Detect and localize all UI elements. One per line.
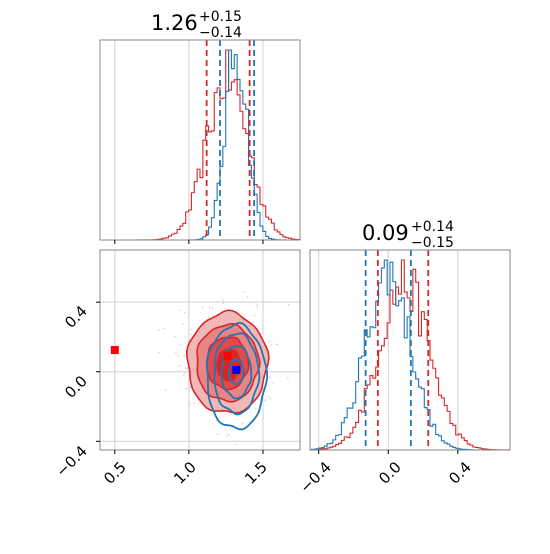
sample-point: [241, 422, 244, 425]
sample-point: [253, 314, 256, 316]
joint-ytick-labels: 0.4 0.0 −0.4: [52, 302, 90, 480]
blue-contour-mid: [213, 332, 261, 416]
sample-point: [177, 355, 179, 357]
joint-ytick-label: 0.4: [61, 302, 91, 332]
sample-point: [243, 455, 245, 457]
blue-contour-core: [228, 358, 245, 385]
marginal-1-title-value: 1.26: [151, 11, 198, 35]
sample-point: [287, 303, 290, 306]
joint-ytick-label: 0.0: [61, 372, 91, 402]
sample-point: [182, 322, 184, 325]
sample-point: [183, 372, 186, 375]
sample-point: [185, 388, 188, 390]
marginal-2-xtick-label: 0.4: [445, 458, 475, 488]
joint-xtick-labels: 0.5 1.0 1.5: [100, 458, 271, 488]
sample-point: [222, 302, 225, 305]
sample-point: [173, 335, 176, 338]
truth-marker: [232, 366, 241, 374]
histogram-step: [100, 49, 300, 241]
joint-clip-group: [100, 250, 300, 457]
marginal-2-xtick-label: 0.0: [375, 458, 405, 488]
joint-xtick-label: 1.5: [241, 458, 271, 488]
sample-point: [219, 417, 221, 419]
sample-point: [268, 367, 270, 370]
sample-point: [228, 433, 230, 436]
sample-point: [267, 395, 269, 398]
panel-frame: [309, 249, 511, 451]
sample-point: [157, 329, 160, 331]
panel-frame: [99, 39, 301, 241]
sample-point: [180, 343, 182, 345]
sample-point: [182, 374, 185, 377]
sample-point: [175, 352, 177, 354]
marginal-2-title-sub: −0.15: [411, 235, 454, 251]
marginal-2-xtick-label: −0.4: [296, 458, 334, 496]
sample-point: [178, 364, 181, 367]
marginal-1-title-sub: −0.14: [199, 25, 242, 41]
sample-point: [272, 382, 275, 384]
sample-point: [269, 397, 272, 400]
truth-marker: [223, 352, 232, 361]
joint-xtick-label: 0.5: [100, 458, 130, 488]
marginal-2-title: 0.09 +0.14 −0.15: [362, 219, 454, 251]
sample-point: [201, 306, 204, 308]
sample-point: [256, 306, 258, 308]
sample-point: [265, 301, 267, 303]
sample-point: [252, 321, 254, 323]
sample-point: [211, 452, 213, 454]
sample-point: [157, 351, 160, 354]
sample-point: [225, 435, 228, 437]
sample-point: [211, 307, 214, 310]
joint-xtick-label: 1.0: [170, 458, 200, 488]
joint-panel: [96, 249, 301, 457]
sample-point: [190, 333, 193, 336]
sample-point: [193, 402, 196, 405]
sample-point: [268, 340, 271, 343]
sample-point: [230, 412, 233, 415]
sample-point: [179, 309, 181, 312]
marginal-2-title-value: 0.09: [362, 221, 409, 245]
sample-point: [208, 316, 210, 319]
histogram-step: [100, 49, 301, 241]
blue-contour-outer: [205, 321, 269, 431]
truth-marker: [110, 346, 119, 354]
sample-point: [221, 299, 224, 301]
joint-ytick-label: −0.4: [52, 442, 90, 480]
sample-point: [186, 368, 188, 370]
sample-point: [188, 403, 191, 406]
marginal-1-title-sup: +0.15: [199, 9, 242, 25]
marginal-2-panel: [309, 249, 511, 454]
sample-point: [189, 386, 192, 388]
panel-frame: [99, 249, 301, 451]
blue-contour-inner: [220, 345, 253, 400]
sample-point: [235, 443, 237, 446]
sample-point: [243, 291, 246, 293]
sample-point: [246, 296, 249, 298]
sample-point: [216, 433, 219, 435]
marginal-2-xtick-labels: −0.4 0.0 0.4: [296, 458, 474, 496]
sample-point: [256, 303, 258, 306]
sample-point: [269, 376, 271, 379]
sample-point: [187, 340, 190, 343]
sample-point: [184, 336, 187, 338]
sample-point: [183, 354, 186, 357]
marginal-2-title-sup: +0.14: [411, 219, 454, 235]
sample-point: [270, 344, 272, 347]
sample-point: [184, 367, 187, 369]
sample-point: [254, 407, 257, 410]
marginal-1-panel: [99, 39, 301, 244]
marginal-1-title: 1.26 +0.15 −0.14: [151, 9, 242, 41]
sample-point: [224, 429, 227, 431]
sample-point: [275, 343, 278, 346]
sample-point: [164, 389, 167, 391]
sample-point: [183, 311, 186, 314]
sample-point: [264, 399, 266, 402]
sample-point: [287, 377, 289, 379]
sample-point: [189, 328, 192, 331]
sample-point: [163, 327, 165, 330]
sample-point: [209, 307, 211, 309]
